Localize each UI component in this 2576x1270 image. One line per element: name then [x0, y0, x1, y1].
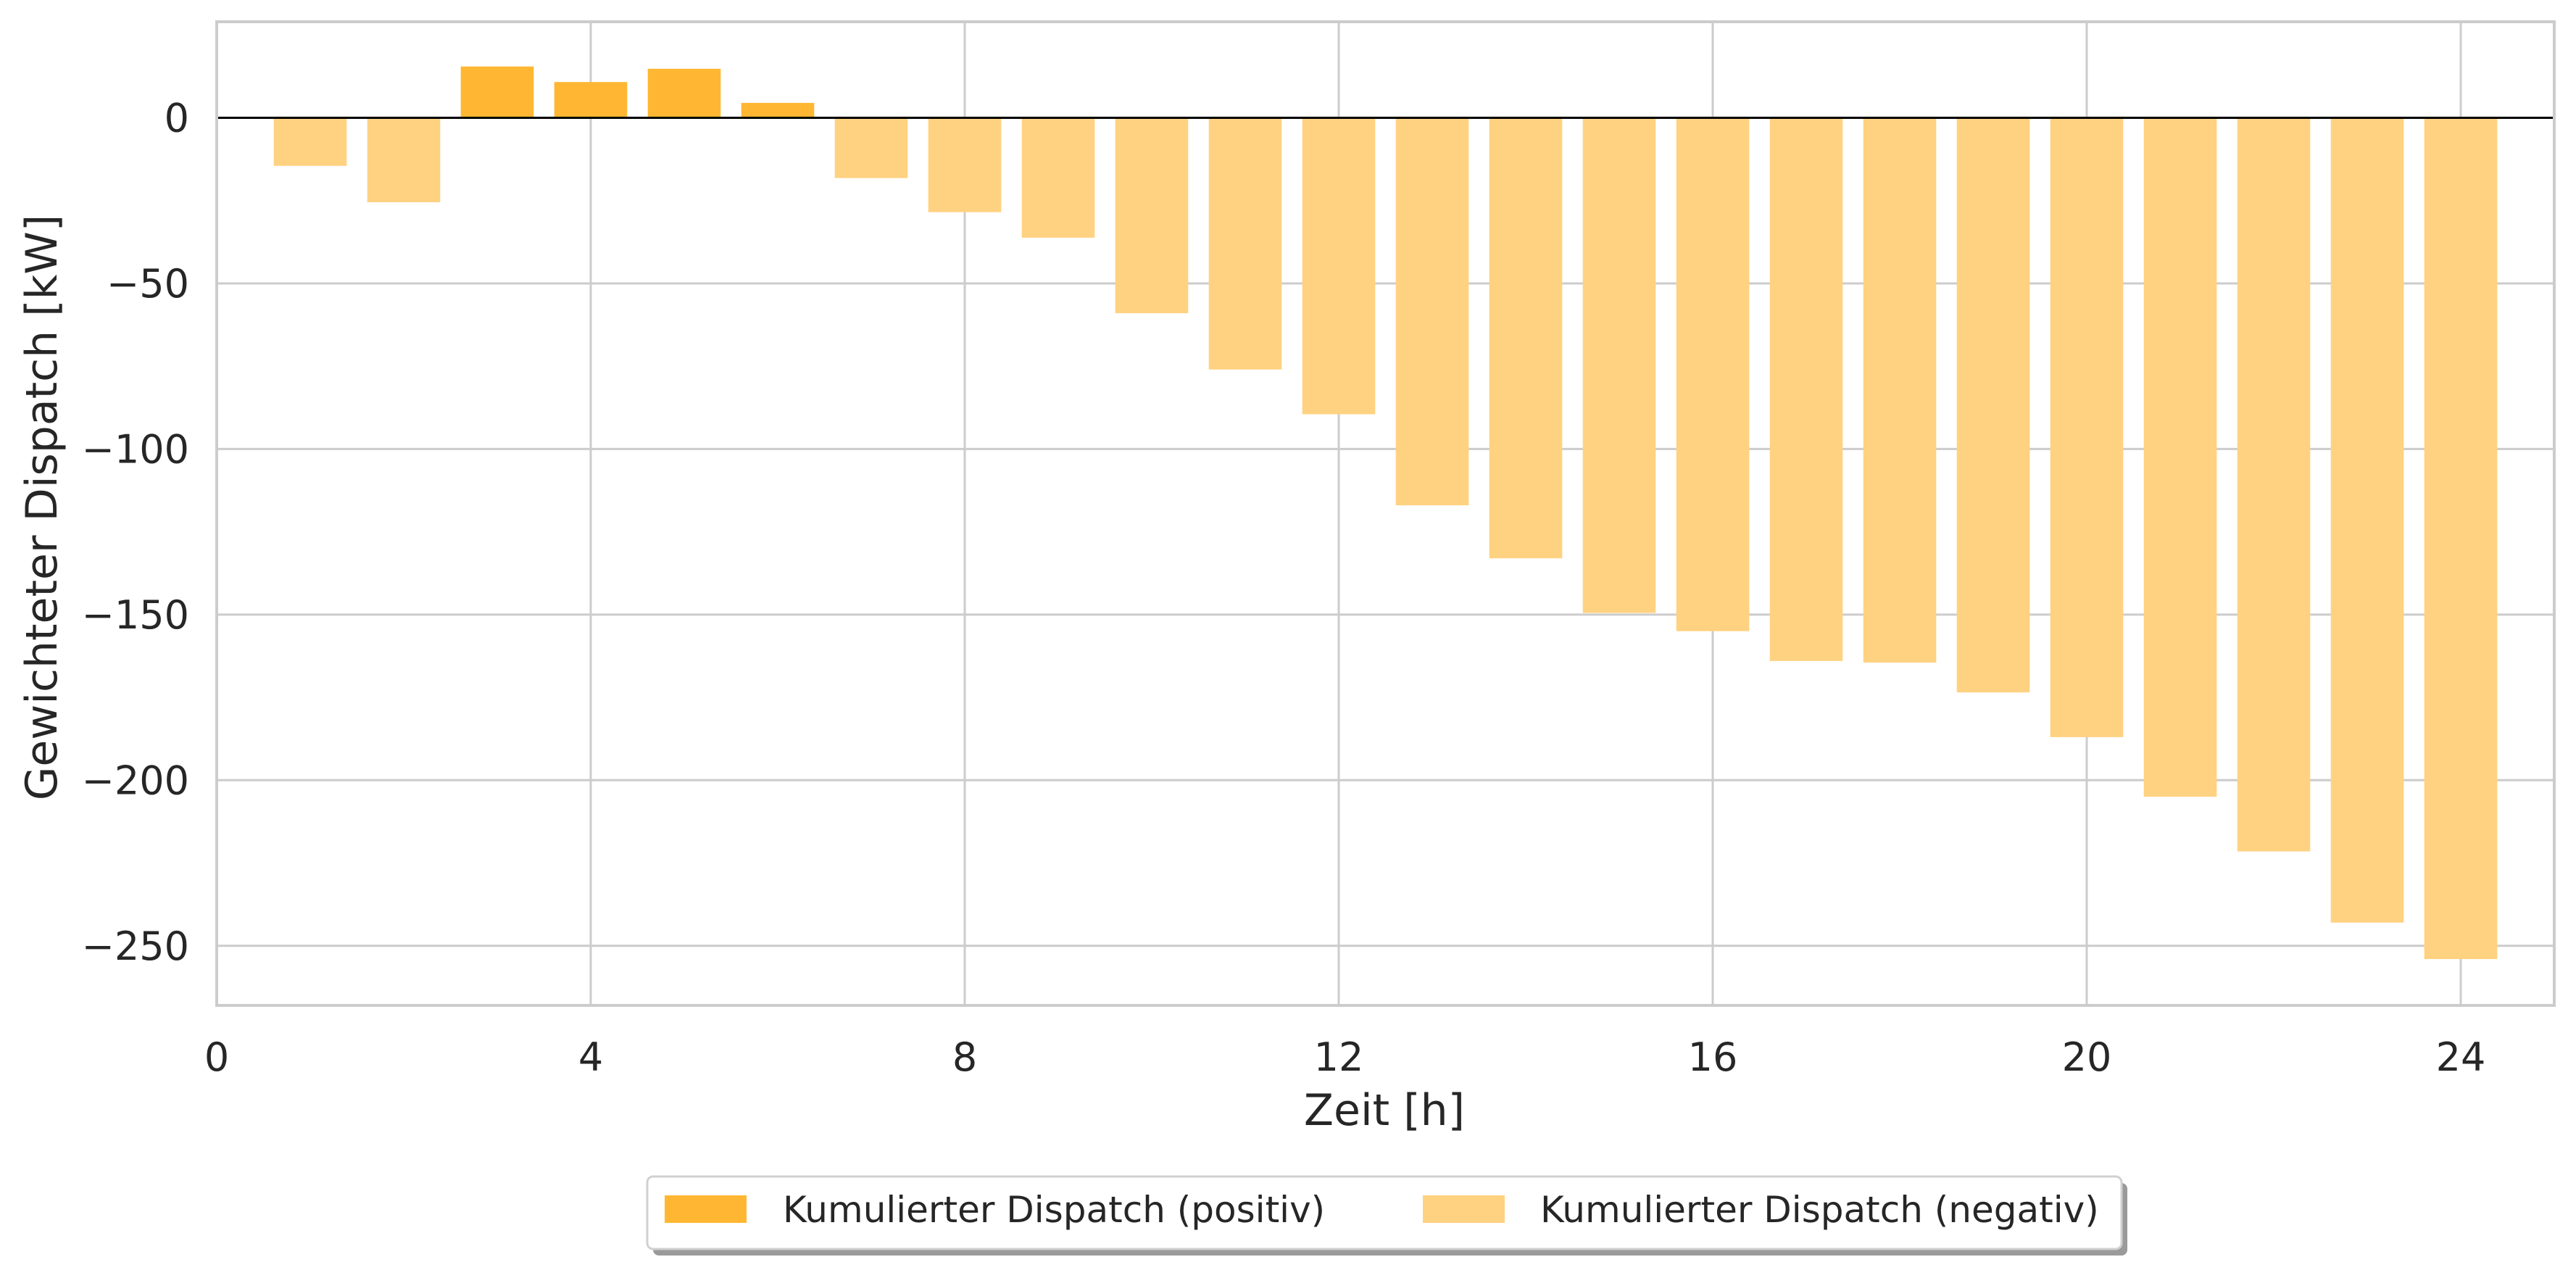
bar-negativ-7: [834, 117, 908, 178]
bar-positiv-6: [741, 102, 815, 118]
y-tick-label: 0: [165, 96, 189, 141]
legend-swatch-negativ: [1423, 1195, 1505, 1223]
bar-negativ-8: [928, 117, 1002, 212]
y-axis-title: Gewichteter Dispatch [kW]: [17, 215, 67, 800]
x-tick-label: 20: [2062, 1034, 2112, 1080]
bar-negativ-9: [1021, 117, 1095, 238]
y-tick-label: −250: [82, 924, 189, 969]
bar-positiv-5: [647, 68, 721, 118]
tick-labels: 0 4 8 12 16 20 24 0 −50 −100 −150 −200 −250: [82, 96, 2486, 1080]
bar-negativ-12: [1302, 117, 1376, 415]
bar-negativ-20: [2050, 117, 2124, 737]
x-axis-title: Zeit [h]: [1304, 1085, 1465, 1136]
bar-negativ-23: [2330, 117, 2404, 923]
bar-negativ-15: [1582, 117, 1656, 613]
y-tick-label: −150: [82, 592, 189, 638]
x-tick-label: 12: [1314, 1034, 1364, 1080]
y-tick-label: −50: [107, 261, 189, 307]
bar-negativ-16: [1676, 117, 1750, 631]
bar-negativ-22: [2237, 117, 2311, 852]
x-tick-label: 16: [1688, 1034, 1738, 1080]
x-tick-label: 0: [204, 1034, 229, 1080]
legend-label-positiv: Kumulierter Dispatch (positiv): [783, 1189, 1325, 1231]
legend: Kumulierter Dispatch (positiv) Kumuliert…: [646, 1175, 2127, 1256]
x-tick-label: 4: [578, 1034, 603, 1080]
bar-negativ-21: [2143, 117, 2217, 797]
plot-frame: [215, 20, 2556, 1007]
bar-negativ-1: [273, 117, 347, 166]
bar-negativ-14: [1489, 117, 1563, 559]
bar-negativ-19: [1956, 117, 2030, 693]
bar-negativ-17: [1769, 117, 1843, 661]
x-tick-label: 24: [2436, 1034, 2486, 1080]
bar-negativ-11: [1208, 117, 1282, 370]
legend-swatch-positiv: [665, 1195, 747, 1223]
bar-negativ-24: [2424, 117, 2498, 960]
bar-positiv-3: [460, 66, 534, 118]
legend-label-negativ: Kumulierter Dispatch (negativ): [1540, 1189, 2099, 1231]
bar-negativ-13: [1395, 117, 1469, 506]
legend-box: [646, 1175, 2123, 1250]
bar-negativ-10: [1115, 117, 1189, 314]
bars: [273, 66, 2498, 960]
y-tick-label: −200: [82, 758, 189, 803]
x-tick-label: 8: [952, 1034, 977, 1080]
bar-negativ-18: [1863, 117, 1937, 663]
bar-positiv-4: [554, 82, 628, 118]
y-tick-label: −100: [82, 426, 189, 472]
bar-negativ-2: [367, 117, 441, 203]
